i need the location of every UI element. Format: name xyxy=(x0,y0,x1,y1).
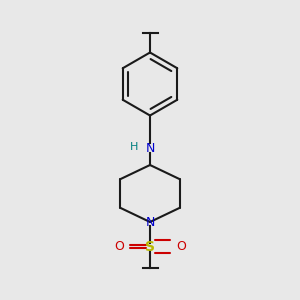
Text: O: O xyxy=(176,240,186,253)
Text: N: N xyxy=(145,142,155,155)
Text: S: S xyxy=(145,240,155,254)
Text: H: H xyxy=(130,142,138,152)
Text: O: O xyxy=(114,240,124,253)
Text: N: N xyxy=(145,215,155,229)
